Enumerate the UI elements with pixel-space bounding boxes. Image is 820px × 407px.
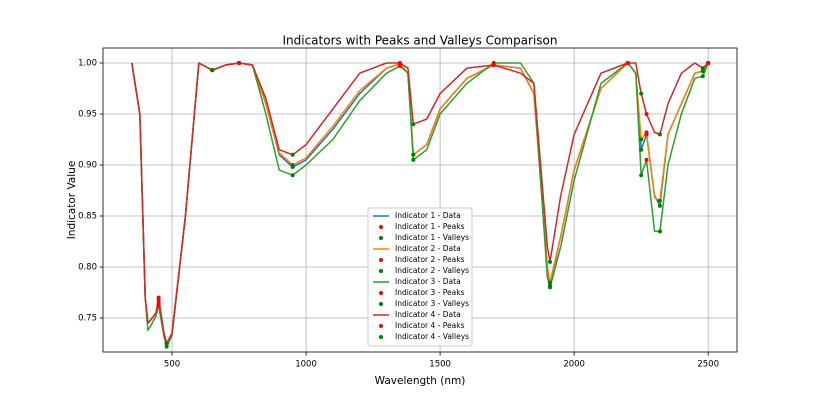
legend-label: Indicator 1 - Data — [395, 211, 461, 220]
legend-label: Indicator 4 - Peaks — [395, 321, 465, 330]
valley-point — [700, 74, 705, 79]
y-tick-label: 1.00 — [78, 58, 97, 68]
peak-point — [397, 60, 402, 65]
legend-swatch — [379, 269, 383, 273]
x-tick-label: 1000 — [295, 360, 317, 370]
peak-point — [156, 300, 161, 305]
valley-point — [164, 344, 169, 349]
legend-label: Indicator 3 - Peaks — [395, 288, 465, 297]
y-tick-label: 0.85 — [78, 212, 97, 222]
valley-point — [657, 203, 662, 208]
valley-point — [548, 280, 553, 285]
y-axis-label: Indicator Value — [66, 161, 78, 240]
legend-label: Indicator 2 - Peaks — [395, 255, 465, 264]
chart-title: Indicators with Peaks and Valleys Compar… — [282, 34, 557, 48]
peak-point — [491, 63, 496, 68]
peak-point — [644, 130, 649, 135]
valley-point — [657, 198, 662, 203]
legend-label: Indicator 3 - Valleys — [395, 299, 469, 308]
peak-point — [644, 157, 649, 162]
peak-point — [625, 60, 630, 65]
legend-swatch — [379, 258, 383, 262]
legend-label: Indicator 2 - Data — [395, 244, 461, 253]
legend-label: Indicator 4 - Data — [395, 310, 461, 319]
legend-swatch — [379, 302, 383, 306]
legend-swatch — [379, 324, 383, 328]
x-tick-label: 500 — [164, 360, 180, 370]
peak-point — [706, 60, 711, 65]
legend-swatch — [379, 291, 383, 295]
valley-point — [411, 122, 416, 127]
valley-point — [639, 147, 644, 152]
valley-point — [164, 341, 169, 346]
valley-point — [548, 259, 553, 264]
valley-point — [290, 152, 295, 157]
y-tick-label: 0.80 — [78, 263, 97, 273]
valley-point — [657, 229, 662, 234]
legend-box — [367, 207, 473, 347]
y-tick-label: 0.90 — [78, 161, 97, 171]
valley-point — [700, 69, 705, 74]
legend-label: Indicator 1 - Peaks — [395, 222, 465, 231]
valley-point — [548, 285, 553, 290]
peak-point — [156, 303, 161, 308]
legend-swatch — [379, 225, 383, 229]
valley-point — [639, 173, 644, 178]
peak-point — [156, 295, 161, 300]
legend-label: Indicator 1 - Valleys — [395, 233, 469, 242]
y-tick-label: 0.75 — [78, 314, 97, 324]
legend-label: Indicator 2 - Valleys — [395, 266, 469, 275]
valley-point — [700, 66, 705, 71]
legend-label: Indicator 3 - Data — [395, 277, 461, 286]
y-tick-label: 0.95 — [78, 110, 97, 120]
legend-label: Indicator 4 - Valleys — [395, 332, 469, 341]
x-tick-label: 2500 — [697, 360, 719, 370]
legend: Indicator 1 - Data Indicator 1 - Peaks Ind… — [367, 207, 473, 347]
peak-point — [237, 60, 242, 65]
valley-point — [657, 132, 662, 137]
legend-swatch — [379, 335, 383, 339]
x-tick-label: 1500 — [429, 360, 451, 370]
peak-point — [397, 64, 402, 69]
valley-point — [639, 137, 644, 142]
valley-point — [290, 173, 295, 178]
valley-point — [290, 163, 295, 168]
valley-point — [210, 68, 215, 73]
valley-point — [639, 91, 644, 96]
valley-point — [411, 152, 416, 157]
x-axis-label: Wavelength (nm) — [375, 375, 466, 387]
valley-point — [411, 157, 416, 162]
legend-swatch — [379, 236, 383, 240]
axes-frame — [102, 47, 738, 353]
x-tick-label: 2000 — [563, 360, 585, 370]
peak-point — [644, 112, 649, 117]
